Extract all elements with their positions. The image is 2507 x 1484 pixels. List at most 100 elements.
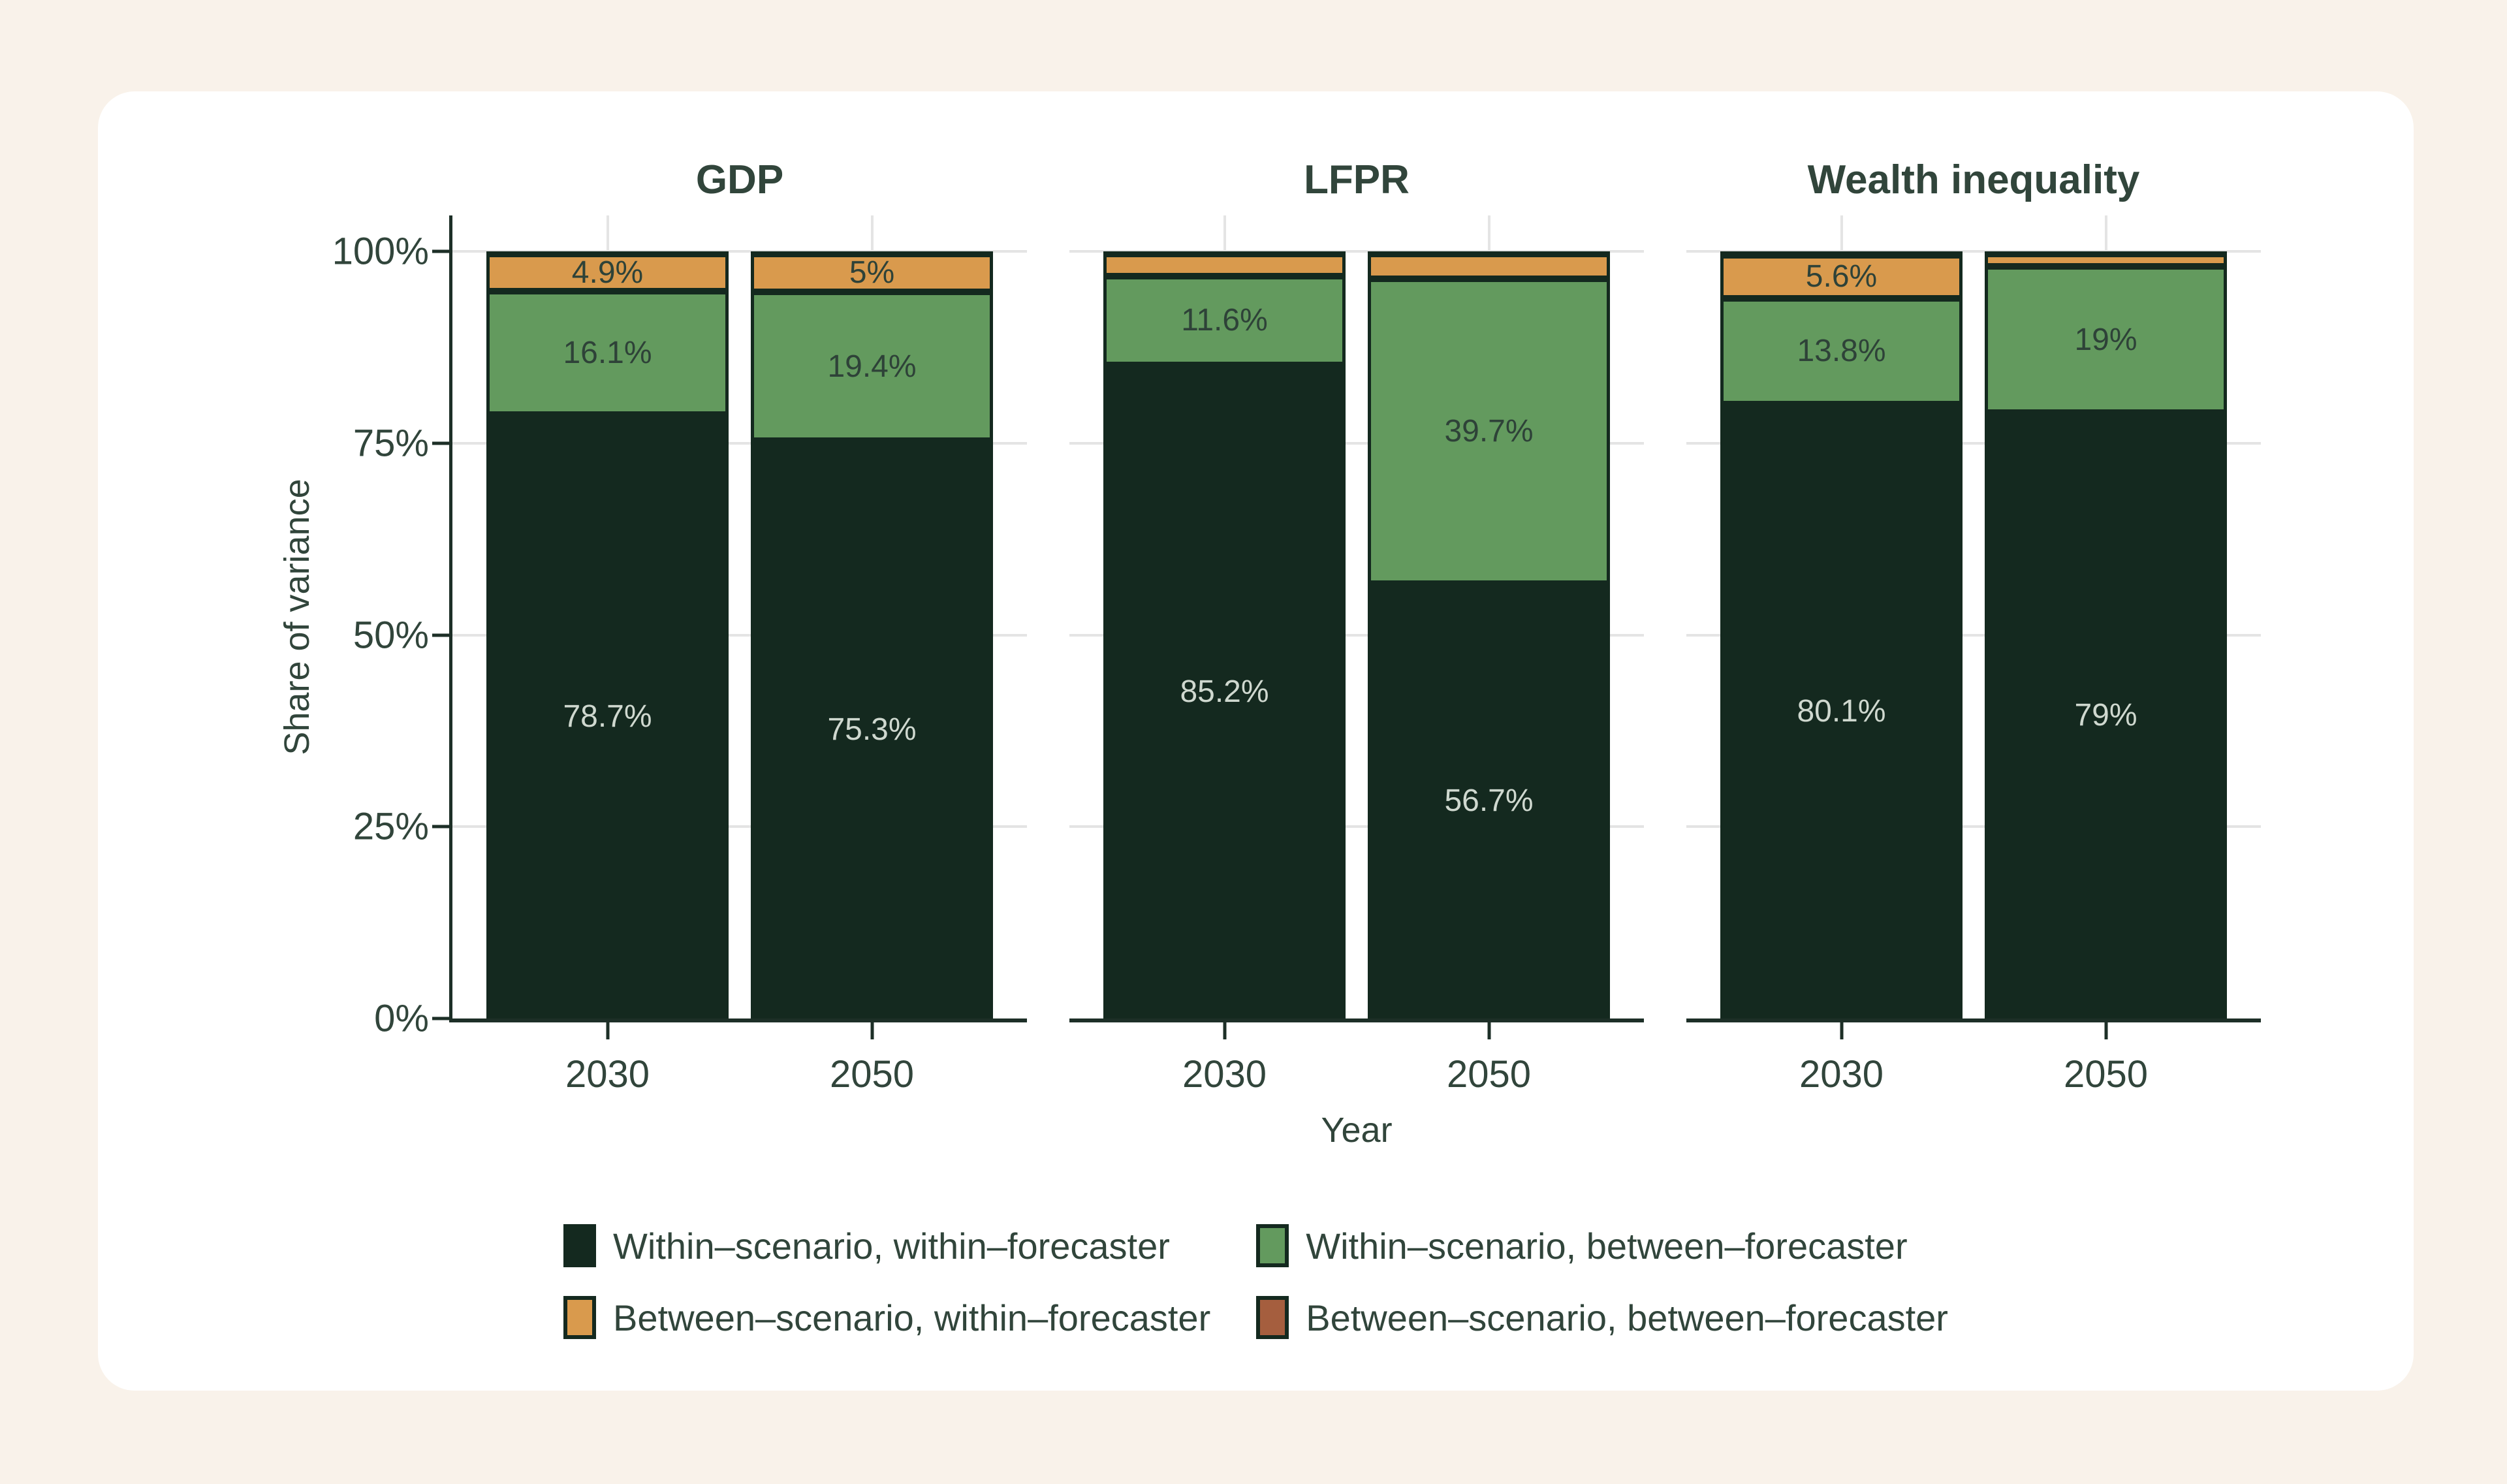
legend-item-within_between: Within–scenario, between–forecaster <box>1256 1224 1948 1267</box>
bar-lfpr-2030: 11.6% 85.2% <box>1103 251 1346 1018</box>
x-tick-label-2050: 2050 <box>2063 1053 2149 1096</box>
bar-wealth-inequality-2030: 5.6% 13.8% 80.1% <box>1720 251 1963 1018</box>
legend-swatch-between_between <box>1256 1296 1289 1339</box>
gridline-50 <box>1069 633 1644 637</box>
x-tick-label-2050: 2050 <box>829 1053 915 1096</box>
segment-between_within-wealth-inequality-2050 <box>1985 253 2227 267</box>
y-tick-mark-75 <box>432 441 449 445</box>
y-tick-mark-0 <box>432 1017 449 1020</box>
segment-between_within-lfpr-2050 <box>1368 253 1610 279</box>
segment-between_between-lfpr-2030 <box>1103 251 1346 254</box>
panel-title-gdp: GDP <box>695 157 784 202</box>
gridline-25 <box>1069 825 1644 829</box>
segment-within_within-wealth-inequality-2030: 80.1% <box>1720 403 1963 1018</box>
legend-label-between_within: Between–scenario, within–forecaster <box>613 1297 1211 1338</box>
bar-gdp-2050: 5% 19.4% 75.3% <box>751 251 993 1018</box>
segment-within_between-gdp-2050: 19.4% <box>751 292 993 441</box>
segment-between_between-wealth-inequality-2030 <box>1720 251 1963 255</box>
legend-swatch-within_between <box>1256 1224 1289 1267</box>
bar-value-label: 4.9% <box>571 255 644 290</box>
segment-within_within-wealth-inequality-2050: 79% <box>1985 412 2227 1018</box>
gridline-25 <box>452 825 1027 829</box>
gridline-100 <box>452 250 1027 253</box>
legend-swatch-within_within <box>563 1224 597 1267</box>
bar-value-label: 19% <box>2074 322 2137 357</box>
bar-lfpr-2050: 39.7% 56.7% <box>1368 251 1610 1018</box>
x-tick-mark-2050 <box>870 1022 874 1039</box>
bar-value-label: 79% <box>2074 698 2137 733</box>
variance-decomposition-chart: Share of variance Year Within–scenario, … <box>98 91 2414 1391</box>
x-tick-label-2030: 2030 <box>1799 1053 1884 1096</box>
segment-within_between-wealth-inequality-2030: 13.8% <box>1720 298 1963 404</box>
segment-within_within-lfpr-2050: 56.7% <box>1368 583 1610 1018</box>
legend-label-within_within: Within–scenario, within–forecaster <box>613 1225 1170 1267</box>
segment-within_within-gdp-2050: 75.3% <box>751 441 993 1018</box>
y-tick-label-75: 75% <box>353 422 429 465</box>
y-tick-mark-50 <box>432 633 449 637</box>
x-tick-label-2050: 2050 <box>1446 1053 1532 1096</box>
segment-between_within-gdp-2030: 4.9% <box>486 253 729 292</box>
segment-between_within-lfpr-2030 <box>1103 253 1346 276</box>
legend-item-between_between: Between–scenario, between–forecaster <box>1256 1296 1948 1339</box>
x-axis-line-wealth-inequality <box>1686 1018 2261 1022</box>
bar-value-label: 56.7% <box>1444 783 1534 819</box>
gridline-75 <box>1069 441 1644 445</box>
x-tick-mark-2030 <box>1223 1022 1226 1039</box>
bar-value-label: 80.1% <box>1797 693 1886 729</box>
x-tick-label-2030: 2030 <box>1182 1053 1267 1096</box>
y-tick-mark-100 <box>432 249 449 253</box>
x-tick-label-2030: 2030 <box>565 1053 650 1096</box>
legend-label-between_between: Between–scenario, between–forecaster <box>1306 1297 1948 1338</box>
y-axis-line <box>449 215 452 1022</box>
segment-between_between-gdp-2050 <box>751 251 993 254</box>
bar-value-label: 75.3% <box>827 712 917 748</box>
y-tick-label-0: 0% <box>374 997 429 1040</box>
segment-within_within-gdp-2030: 78.7% <box>486 415 729 1018</box>
y-tick-label-25: 25% <box>353 805 429 848</box>
legend-item-within_within: Within–scenario, within–forecaster <box>563 1224 1210 1267</box>
x-tick-mark-2050 <box>1487 1022 1490 1039</box>
gridline-100 <box>1686 250 2261 253</box>
gridline-75 <box>452 441 1027 445</box>
segment-within_between-gdp-2030: 16.1% <box>486 291 729 415</box>
legend-swatch-between_within <box>563 1296 597 1339</box>
bar-value-label: 78.7% <box>563 699 652 734</box>
x-axis-line-gdp <box>452 1018 1027 1022</box>
y-tick-mark-25 <box>432 825 449 829</box>
bar-value-label: 39.7% <box>1444 414 1534 449</box>
bar-wealth-inequality-2050: 19% 79% <box>1985 251 2227 1018</box>
bar-value-label: 19.4% <box>827 349 917 384</box>
bar-value-label: 5.6% <box>1805 259 1878 294</box>
x-axis-line-lfpr <box>1069 1018 1644 1022</box>
gridline-75 <box>1686 441 2261 445</box>
x-tick-mark-2030 <box>606 1022 609 1039</box>
legend-label-within_between: Within–scenario, between–forecaster <box>1306 1225 1908 1267</box>
segment-between_between-gdp-2030 <box>486 251 729 254</box>
segment-between_within-gdp-2050: 5% <box>751 253 993 292</box>
bar-value-label: 11.6% <box>1181 303 1268 338</box>
legend-grid: Within–scenario, within–forecaster Within… <box>563 1224 1948 1339</box>
y-tick-label-100: 100% <box>332 230 429 273</box>
gridline-50 <box>1686 633 2261 637</box>
bar-gdp-2030: 4.9% 16.1% 78.7% <box>486 251 729 1018</box>
x-axis-title: Year <box>1321 1111 1393 1150</box>
bar-value-label: 16.1% <box>563 336 652 371</box>
panel-title-lfpr: LFPR <box>1304 157 1410 202</box>
gridline-100 <box>1069 250 1644 253</box>
legend-item-between_within: Between–scenario, within–forecaster <box>563 1296 1210 1339</box>
y-tick-label-50: 50% <box>353 614 429 656</box>
x-tick-mark-2050 <box>2104 1022 2107 1039</box>
panel-lfpr: LFPR 11.6% 85.2% 2030 39.7% 56.7% 2050 <box>1069 160 1644 1096</box>
bar-value-label: 5% <box>849 255 895 291</box>
bar-value-label: 13.8% <box>1797 334 1886 369</box>
segment-within_between-lfpr-2050: 39.7% <box>1368 279 1610 584</box>
chart-card: Share of variance Year Within–scenario, … <box>98 91 2414 1391</box>
gridline-25 <box>1686 825 2261 829</box>
segment-within_within-lfpr-2030: 85.2% <box>1103 364 1346 1018</box>
panel-wealth-inequality: Wealth inequality 5.6% 13.8% 80.1% 2030 19% 79… <box>1686 160 2261 1096</box>
segment-within_between-wealth-inequality-2050: 19% <box>1985 266 2227 413</box>
panel-gdp: GDP 4.9% 16.1% 78.7% 2030 5% 19.4% 75.3% 2050 <box>452 160 1027 1096</box>
legend: Within–scenario, within–forecaster Within… <box>98 1224 2414 1339</box>
segment-within_between-lfpr-2030: 11.6% <box>1103 276 1346 365</box>
